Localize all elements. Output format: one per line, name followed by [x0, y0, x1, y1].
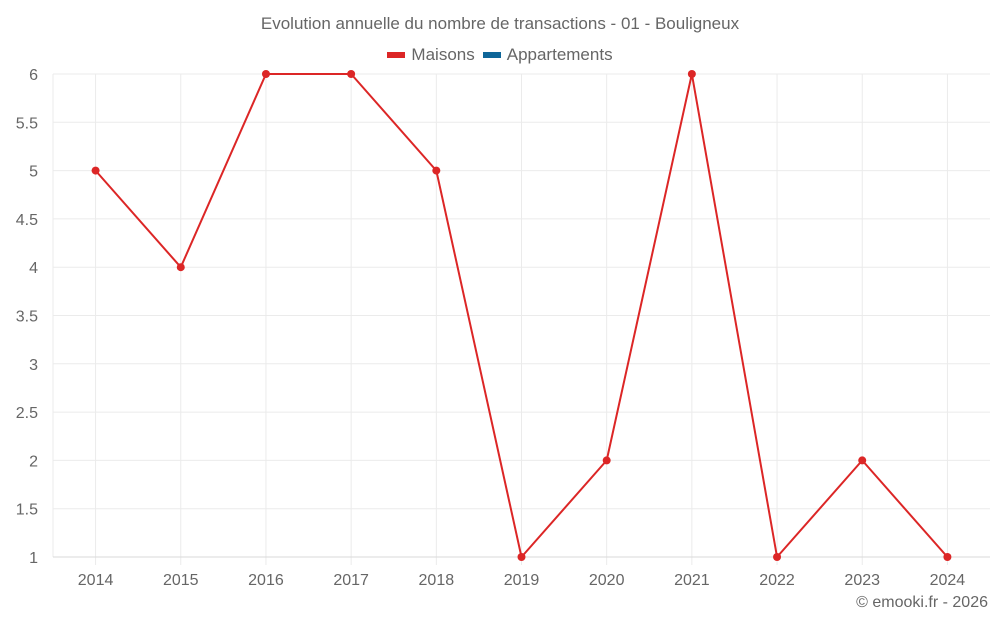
y-tick-label: 2.5 — [16, 405, 38, 422]
series-maisons[interactable] — [91, 70, 952, 561]
data-point[interactable] — [858, 456, 867, 465]
x-tick-label: 2024 — [930, 572, 966, 589]
legend: Maisons Appartements — [0, 45, 1000, 65]
legend-item-appartements[interactable]: Appartements — [482, 45, 613, 65]
x-tick-label: 2019 — [504, 572, 540, 589]
data-point[interactable] — [261, 70, 270, 78]
x-tick-label: 2022 — [759, 572, 795, 589]
y-tick-label: 6 — [29, 67, 38, 84]
credit-text: © emooki.fr - 2026 — [856, 594, 988, 611]
legend-item-maisons[interactable]: Maisons — [387, 45, 475, 65]
x-tick-label: 2018 — [419, 572, 455, 589]
chart-title: Evolution annuelle du nombre de transact… — [260, 14, 740, 33]
grid-lines — [52, 73, 990, 565]
y-tick-label: 4 — [29, 260, 38, 277]
y-tick-label: 1 — [29, 550, 38, 567]
data-point[interactable] — [773, 553, 782, 561]
y-tick-label: 5.5 — [16, 115, 38, 132]
x-tick-label: 2017 — [333, 572, 369, 589]
x-tick-label: 2014 — [78, 572, 114, 589]
data-point[interactable] — [347, 70, 356, 78]
data-point[interactable] — [517, 553, 526, 561]
y-tick-label: 4.5 — [16, 212, 38, 229]
legend-swatch-maisons — [387, 52, 406, 58]
x-tick-label: 2016 — [248, 572, 284, 589]
legend-label-appartements: Appartements — [506, 45, 613, 64]
x-tick-label: 2023 — [844, 572, 880, 589]
legend-swatch-appartements — [482, 52, 501, 58]
data-point[interactable] — [176, 263, 185, 272]
x-axis: 2014 2015 2016 2017 2018 2019 2020 2021 2022 2023… — [78, 572, 966, 589]
y-tick-label: 3 — [29, 357, 38, 374]
y-tick-label: 5 — [29, 164, 38, 181]
x-tick-label: 2021 — [674, 572, 710, 589]
data-point[interactable] — [432, 166, 441, 175]
y-tick-label: 1.5 — [16, 502, 38, 519]
legend-label-maisons: Maisons — [411, 45, 475, 64]
y-axis: 1 1.5 2 2.5 3 3.5 4 4.5 5 5.5 6 — [16, 67, 38, 567]
y-tick-label: 2 — [29, 453, 38, 470]
x-tick-label: 2015 — [163, 572, 199, 589]
y-tick-label: 3.5 — [16, 309, 38, 326]
data-point[interactable] — [943, 553, 952, 561]
data-point[interactable] — [91, 166, 100, 175]
data-point[interactable] — [602, 456, 611, 465]
x-tick-label: 2020 — [589, 572, 625, 589]
data-point[interactable] — [687, 70, 696, 78]
